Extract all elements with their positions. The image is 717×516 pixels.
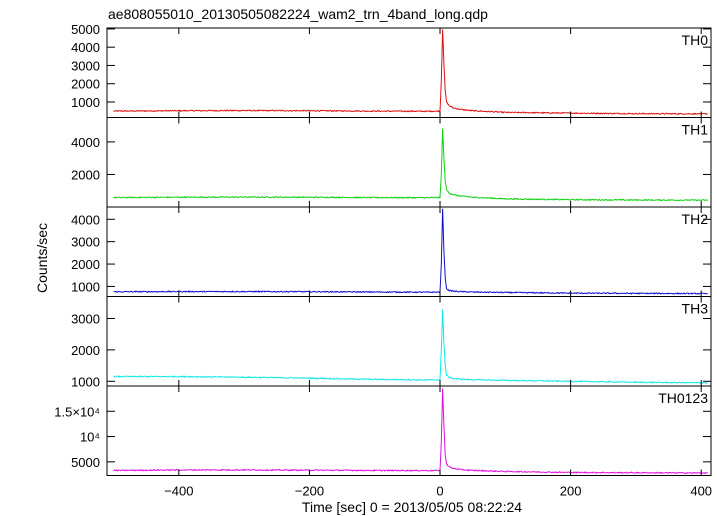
x-tick-label: −200	[295, 484, 324, 499]
series-line-th0123	[113, 388, 708, 475]
panel-label: TH3	[682, 301, 709, 317]
panel-label: TH2	[682, 211, 709, 227]
panel-th0: 1000 2000 3000 4000 5000 TH0	[71, 22, 712, 118]
series-line-th0	[113, 29, 708, 116]
panel-label: TH1	[682, 122, 709, 138]
x-axis-label: Time [sec] 0 = 2013/05/05 08:22:24	[302, 499, 522, 515]
x-tick-label: 0	[436, 484, 443, 499]
y-tick-label: 4000	[71, 212, 100, 227]
y-tick-label: 2000	[71, 343, 100, 358]
panel-frame	[106, 385, 712, 476]
y-tick-label: 3000	[71, 235, 100, 250]
chart-title: ae808055010_20130505082224_wam2_trn_4ban…	[108, 6, 488, 22]
y-tick-label: 1000	[71, 374, 100, 389]
panel-th1: 2000 4000 TH1	[71, 117, 712, 208]
panel-frame	[106, 296, 712, 387]
panel-frame	[106, 117, 712, 208]
y-tick-label: 2000	[71, 257, 100, 272]
series-line-th1	[113, 128, 708, 202]
y-axis-label: Counts/sec	[34, 223, 50, 293]
panel-frame	[106, 27, 712, 118]
y-tick-label: 5000	[71, 455, 100, 470]
panel-th2: 1000 2000 3000 4000 TH2	[71, 206, 712, 297]
panel-label: TH0	[682, 32, 709, 48]
x-tick-label: −400	[164, 484, 193, 499]
panel-th0123: 5000 10⁴ 1.5×10⁴ TH0123	[54, 385, 712, 476]
y-tick-label: 1000	[71, 279, 100, 294]
x-tick-label: 200	[560, 484, 582, 499]
series-line-th3	[113, 309, 709, 384]
x-tick-label: 400	[690, 484, 712, 499]
y-tick-label: 1.5×10⁴	[54, 404, 100, 419]
series-line-th2	[113, 208, 708, 295]
y-tick-label: 5000	[71, 22, 100, 37]
y-tick-label: 1000	[71, 95, 100, 110]
y-tick-label: 2000	[71, 77, 100, 92]
y-tick-label: 3000	[71, 58, 100, 73]
y-tick-label: 4000	[71, 135, 100, 150]
y-tick-label: 2000	[71, 167, 100, 182]
y-tick-label: 10⁴	[80, 430, 100, 445]
panel-label: TH0123	[658, 390, 708, 406]
y-tick-label: 4000	[71, 40, 100, 55]
y-tick-label: 3000	[71, 311, 100, 326]
panel-frame	[106, 206, 712, 297]
panel-th3: 1000 2000 3000 TH3	[71, 296, 712, 389]
panels-group: 10002000300040005000TH020004000TH1100020…	[54, 22, 712, 499]
